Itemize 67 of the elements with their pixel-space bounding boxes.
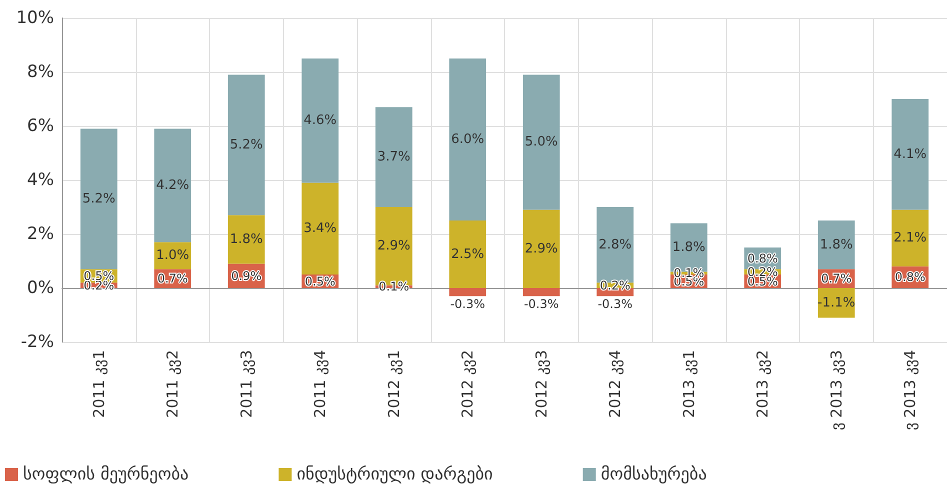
y-tick-label: 8% (27, 62, 54, 82)
bar (522, 210, 560, 288)
data-label: 2.8% (598, 237, 632, 252)
data-label: -0.3% (450, 297, 486, 312)
x-tick-label: 2012 კვ4 (606, 350, 624, 418)
bar (302, 182, 339, 274)
data-label: 2.5% (451, 246, 484, 262)
data-label: 0.2% (600, 278, 630, 292)
bar (228, 74, 265, 216)
data-label: 0.5% (304, 274, 336, 288)
data-label: 0.9% (231, 268, 262, 283)
data-label: -0.3% (524, 297, 559, 312)
bar (522, 74, 560, 210)
y-tick-label: 4% (27, 170, 54, 190)
data-label: 5.2% (230, 137, 263, 152)
data-label: 4.1% (894, 146, 927, 162)
data-label: 2.9% (377, 238, 410, 254)
data-label: 3.4% (304, 221, 337, 236)
y-tick-label: 2% (27, 224, 54, 244)
bar (818, 220, 855, 270)
data-label: 1.8% (230, 232, 263, 247)
data-label: -0.3% (598, 297, 633, 312)
bar (154, 128, 192, 242)
data-label: 0.8% (747, 251, 778, 266)
data-label: 2.1% (894, 230, 927, 246)
y-tick-label: -2% (20, 332, 54, 352)
data-label: 5.0% (524, 134, 558, 150)
legend-label: მომსახურება (600, 464, 707, 484)
bar (522, 288, 560, 296)
data-label: 1.8% (820, 237, 853, 252)
bar (80, 128, 118, 270)
x-tick-label: 2011 კვ3 (237, 350, 256, 418)
data-label: 4.2% (156, 178, 190, 193)
x-tick-label: 2012 კვ2 (458, 350, 477, 418)
x-tick-label: 2011 კვ1 (90, 350, 108, 418)
x-tick-label: ვ 2013 კვ3 (827, 350, 846, 430)
y-tick-label: 0% (27, 278, 54, 298)
y-tick-label: 10% (16, 8, 54, 28)
data-label: 6.0% (451, 132, 484, 147)
data-label: 0.7% (157, 272, 188, 286)
x-tick-label: ვ 2013 კვ4 (901, 350, 920, 430)
data-label: -1.1% (818, 295, 856, 310)
data-label: 5.2% (82, 191, 116, 206)
x-tick-label: 2012 კვ3 (532, 350, 550, 418)
x-tick-label: 2011 კვ4 (311, 350, 330, 418)
legend-label: სოფლის მეურნეობა (23, 464, 189, 484)
bar (449, 288, 486, 296)
bar (449, 58, 486, 220)
data-label: 3.7% (377, 150, 410, 165)
x-tick-label: 2013 კვ1 (680, 350, 698, 418)
bar (302, 58, 339, 183)
legend-label: ინდუსტრიული დარგები (296, 464, 493, 484)
data-label: 2.9% (524, 241, 558, 256)
bar (228, 215, 265, 264)
x-tick-label: 2011 კვ2 (164, 350, 182, 418)
data-label: 1.8% (672, 240, 706, 255)
bar (892, 99, 929, 210)
data-label: 0.7% (821, 272, 852, 286)
bar (892, 210, 929, 266)
y-tick-label: 6% (27, 116, 54, 136)
data-label: 4.6% (304, 113, 337, 128)
bar (375, 107, 412, 207)
x-tick-label: 2013 კვ2 (754, 350, 772, 418)
data-label: 1.0% (156, 248, 190, 264)
data-label: 0.8% (894, 270, 926, 284)
x-tick-label: 2012 კვ1 (384, 350, 403, 418)
bar (449, 220, 486, 288)
